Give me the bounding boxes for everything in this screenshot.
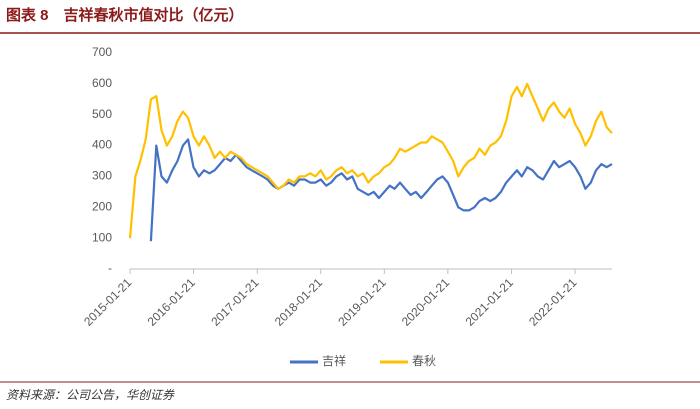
x-tick-label: 2016-01-21 <box>145 275 199 329</box>
y-tick-label: 600 <box>92 76 112 90</box>
x-tick-label: 2017-01-21 <box>208 275 262 329</box>
x-tick-label: 2015-01-21 <box>81 275 135 329</box>
y-tick-label: 700 <box>92 45 112 59</box>
chart-title: 图表 8 吉祥春秋市值对比（亿元） <box>6 6 244 24</box>
x-tick-label: 2022-01-21 <box>526 275 580 329</box>
x-tick-label: 2020-01-21 <box>399 275 453 329</box>
source-note: 资料来源：公司公告，华创证券 <box>6 388 175 402</box>
legend-label: 吉祥 <box>322 354 346 368</box>
y-tick-label: 200 <box>92 199 112 213</box>
y-tick-label: - <box>108 261 112 275</box>
y-tick-label: 400 <box>92 138 112 152</box>
x-tick-label: 2018-01-21 <box>272 275 326 329</box>
y-tick-label: 300 <box>92 169 112 183</box>
series-line <box>128 82 613 239</box>
series-line <box>149 138 613 242</box>
legend-label: 春秋 <box>412 354 436 368</box>
x-tick-label: 2021-01-21 <box>463 275 517 329</box>
y-tick-label: 100 <box>92 230 112 244</box>
x-tick-label: 2019-01-21 <box>335 275 389 329</box>
y-tick-label: 500 <box>92 107 112 121</box>
